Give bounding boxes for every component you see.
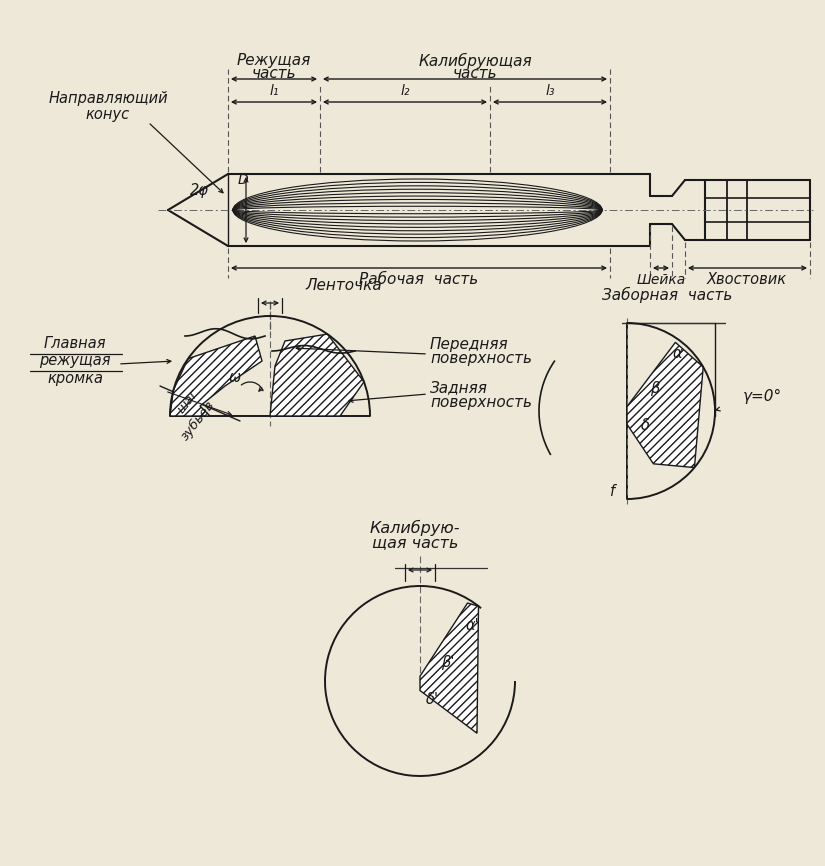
Text: α: α: [672, 346, 681, 360]
Text: l₁: l₁: [269, 84, 279, 98]
Text: γ=0°: γ=0°: [743, 389, 782, 404]
Text: f: f: [610, 483, 615, 499]
Text: α': α': [465, 618, 478, 634]
Text: δ: δ: [640, 418, 649, 434]
Text: l₂: l₂: [400, 84, 410, 98]
Text: ω: ω: [229, 371, 241, 385]
Text: l₃: l₃: [545, 84, 554, 98]
Polygon shape: [270, 334, 364, 416]
Polygon shape: [627, 342, 703, 468]
Text: Рабочая  часть: Рабочая часть: [360, 273, 478, 288]
Polygon shape: [420, 603, 478, 734]
Text: Шейка: Шейка: [636, 273, 686, 287]
Text: шаг: шаг: [175, 386, 201, 416]
Text: Задняя: Задняя: [430, 380, 488, 396]
Text: Хвостовик: Хвостовик: [707, 273, 787, 288]
Text: Главная: Главная: [44, 337, 106, 352]
Text: щая часть: щая часть: [372, 535, 458, 551]
Text: часть: часть: [453, 67, 497, 81]
Text: 2φ: 2φ: [190, 183, 209, 197]
Text: режущая: режущая: [40, 353, 111, 369]
Text: D: D: [238, 173, 248, 187]
Text: δ': δ': [426, 691, 439, 707]
Text: Направляющий: Направляющий: [48, 92, 167, 107]
Text: β: β: [650, 382, 660, 397]
Text: часть: часть: [252, 67, 296, 81]
Text: конус: конус: [86, 107, 130, 121]
Text: Заборная  часть: Заборная часть: [601, 287, 733, 303]
Text: Ленточка: Ленточка: [305, 279, 382, 294]
Text: Передняя: Передняя: [430, 337, 509, 352]
Text: поверхность: поверхность: [430, 395, 532, 410]
Text: Калибрующая: Калибрующая: [418, 53, 532, 69]
Text: кромка: кромка: [47, 371, 103, 385]
Text: Режущая: Режущая: [237, 54, 311, 68]
Text: β': β': [441, 656, 455, 670]
Text: Калибрую-: Калибрую-: [370, 520, 460, 536]
Text: зубьев: зубьев: [178, 398, 218, 443]
Text: поверхность: поверхность: [430, 351, 532, 365]
Polygon shape: [170, 336, 262, 416]
